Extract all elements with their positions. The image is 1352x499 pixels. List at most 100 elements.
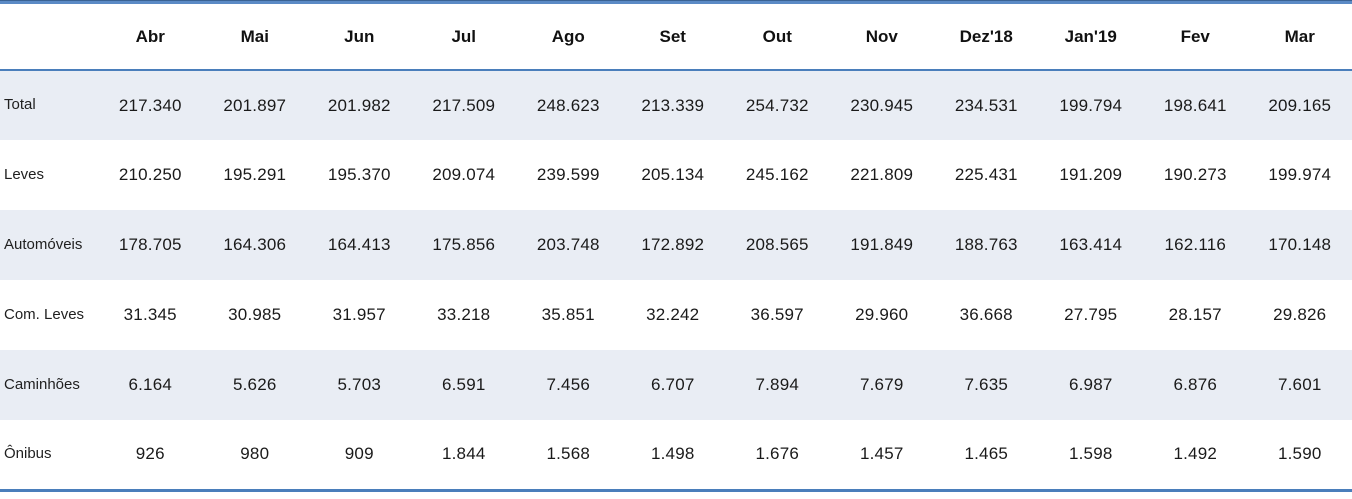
column-header: Mai: [202, 4, 307, 71]
value-cell: 1.457: [859, 444, 904, 464]
value-cell: 213.339: [620, 70, 725, 140]
value-cell: 5.703: [307, 350, 412, 420]
table-header: Abr Mai Jun Jul Ago Set Out Nov Dez'18 Jan'19 Fev M…: [0, 4, 1352, 71]
table-row: Com. Leves 31.345 30.985 31.957 33.218 35.851…: [0, 280, 1352, 350]
value-cell: 195.291: [223, 165, 287, 184]
value-cell: 198.641: [1143, 70, 1248, 140]
value-cell: 28.157: [1168, 305, 1222, 324]
column-header: Ago: [516, 4, 621, 71]
value-cell: 6.591: [411, 350, 516, 420]
value-cell: 909: [344, 444, 374, 464]
value-cell: 205.134: [641, 165, 705, 184]
value-cell: 6.876: [1143, 350, 1248, 420]
value-cell: 199.974: [1268, 165, 1332, 184]
value-cell: 209.165: [1247, 70, 1352, 140]
value-cell: 33.218: [437, 305, 491, 324]
column-header: Jun: [307, 4, 412, 71]
value-cell: 239.599: [536, 165, 600, 184]
row-label: Ônibus: [4, 445, 52, 463]
table-row: Automóveis 178.705 164.306 164.413 175.856 20…: [0, 210, 1352, 280]
row-label: Com. Leves: [4, 305, 85, 323]
value-cell: 1.568: [546, 444, 591, 464]
table-row: Ônibus 926 980 909 1.844 1.568 1.498 1.676 1.457…: [0, 420, 1352, 490]
table-row: Leves 210.250 195.291 195.370 209.074 239.599…: [0, 140, 1352, 210]
value-cell: 1.498: [650, 444, 695, 464]
value-cell: 254.732: [725, 70, 830, 140]
row-label: Leves: [4, 165, 45, 183]
corner-cell: [0, 4, 98, 71]
value-cell: 210.250: [118, 165, 182, 184]
table-row: Total 217.340 201.897 201.982 217.509 248.623…: [0, 70, 1352, 140]
value-cell: 221.809: [850, 165, 914, 184]
value-cell: 164.413: [307, 210, 412, 280]
table-row: Caminhões 6.164 5.626 5.703 6.591 7.456 6.707 7…: [0, 350, 1352, 420]
table-body: Total 217.340 201.897 201.982 217.509 248.623…: [0, 70, 1352, 490]
column-header: Set: [620, 4, 725, 71]
value-cell: 225.431: [954, 165, 1018, 184]
value-cell: 980: [240, 444, 270, 464]
value-cell: 6.164: [98, 350, 203, 420]
value-cell: 30.985: [228, 305, 282, 324]
value-cell: 1.590: [1277, 444, 1322, 464]
header-row: Abr Mai Jun Jul Ago Set Out Nov Dez'18 Jan'19 Fev M…: [0, 4, 1352, 71]
value-cell: 31.345: [123, 305, 177, 324]
value-cell: 201.982: [307, 70, 412, 140]
value-cell: 29.960: [855, 305, 909, 324]
row-label: Total: [0, 70, 98, 140]
value-cell: 32.242: [646, 305, 700, 324]
table-top-rule: [0, 0, 1352, 4]
column-header: Nov: [829, 4, 934, 71]
column-header: Abr: [98, 4, 203, 71]
value-cell: 217.340: [98, 70, 203, 140]
value-cell: 191.209: [1059, 165, 1123, 184]
value-cell: 36.597: [750, 305, 804, 324]
value-cell: 209.074: [432, 165, 496, 184]
value-cell: 190.273: [1163, 165, 1227, 184]
value-cell: 188.763: [934, 210, 1039, 280]
value-cell: 35.851: [541, 305, 595, 324]
row-label: Automóveis: [0, 210, 98, 280]
value-cell: 1.844: [441, 444, 486, 464]
value-cell: 195.370: [327, 165, 391, 184]
column-header: Mar: [1247, 4, 1352, 71]
value-cell: 199.794: [1038, 70, 1143, 140]
value-cell: 172.892: [620, 210, 725, 280]
value-cell: 7.679: [829, 350, 934, 420]
value-cell: 1.492: [1173, 444, 1218, 464]
value-cell: 217.509: [411, 70, 516, 140]
value-cell: 926: [135, 444, 165, 464]
value-cell: 1.465: [964, 444, 1009, 464]
value-cell: 175.856: [411, 210, 516, 280]
value-cell: 230.945: [829, 70, 934, 140]
column-header: Jul: [411, 4, 516, 71]
value-cell: 245.162: [745, 165, 809, 184]
value-cell: 1.676: [755, 444, 800, 464]
value-cell: 27.795: [1064, 305, 1118, 324]
value-cell: 162.116: [1143, 210, 1248, 280]
value-cell: 164.306: [202, 210, 307, 280]
value-cell: 7.635: [934, 350, 1039, 420]
value-cell: 1.598: [1068, 444, 1113, 464]
value-cell: 178.705: [98, 210, 203, 280]
row-label: Caminhões: [0, 350, 98, 420]
value-cell: 234.531: [934, 70, 1039, 140]
column-header: Fev: [1143, 4, 1248, 71]
value-cell: 7.456: [516, 350, 621, 420]
value-cell: 5.626: [202, 350, 307, 420]
value-cell: 170.148: [1247, 210, 1352, 280]
value-cell: 6.987: [1038, 350, 1143, 420]
value-cell: 7.894: [725, 350, 830, 420]
column-header: Dez'18: [934, 4, 1039, 71]
value-cell: 203.748: [516, 210, 621, 280]
column-header: Jan'19: [1038, 4, 1143, 71]
value-cell: 36.668: [959, 305, 1013, 324]
value-cell: 191.849: [829, 210, 934, 280]
value-cell: 208.565: [725, 210, 830, 280]
value-cell: 163.414: [1038, 210, 1143, 280]
value-cell: 31.957: [332, 305, 386, 324]
value-cell: 7.601: [1247, 350, 1352, 420]
value-cell: 248.623: [516, 70, 621, 140]
value-cell: 201.897: [202, 70, 307, 140]
column-header: Out: [725, 4, 830, 71]
